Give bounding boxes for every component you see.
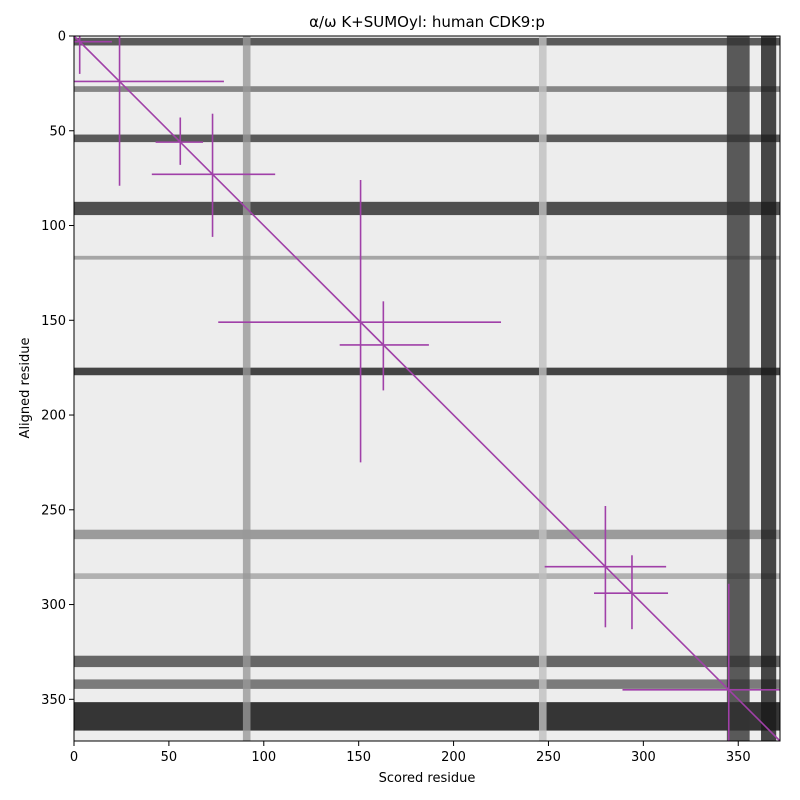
x-tick-label: 350 xyxy=(726,750,751,765)
y-tick-label: 0 xyxy=(58,30,66,45)
x-axis-label: Scored residue xyxy=(379,771,476,786)
heatmap-row-band xyxy=(74,201,780,216)
y-tick-label: 300 xyxy=(41,598,66,613)
x-axis-ticks: 0 50 100 150 200 250 300 350 xyxy=(70,741,751,765)
heatmap-row-band xyxy=(74,529,780,540)
heatmap-row-band xyxy=(74,255,780,260)
y-tick-label: 350 xyxy=(41,693,66,708)
heatmap-column-band xyxy=(761,36,777,741)
x-tick-label: 250 xyxy=(536,750,561,765)
chart-title: α/ω K+SUMOyl: human CDK9:p xyxy=(309,13,545,31)
heatmap-row-band xyxy=(74,37,780,46)
y-axis-ticks: 0 50 100 150 200 250 300 350 xyxy=(41,30,74,708)
y-tick-label: 100 xyxy=(41,219,66,234)
heatmap-column-band xyxy=(538,36,547,741)
y-tick-label: 150 xyxy=(41,314,66,329)
diagonal-and-markers xyxy=(73,35,781,742)
heatmap-row-band xyxy=(74,86,780,92)
heatmap-row-band xyxy=(74,367,780,376)
x-tick-label: 150 xyxy=(346,750,371,765)
x-tick-label: 100 xyxy=(251,750,276,765)
diagonal-line xyxy=(73,35,781,742)
heatmap-row-band xyxy=(74,573,780,579)
y-axis-label: Aligned residue xyxy=(18,338,33,439)
heatmap-column-band xyxy=(726,36,750,741)
y-tick-label: 200 xyxy=(41,409,66,424)
heatmap-column-band xyxy=(242,36,251,741)
y-tick-label: 50 xyxy=(49,124,66,139)
x-tick-label: 300 xyxy=(631,750,656,765)
x-tick-label: 200 xyxy=(441,750,466,765)
heatmap-row-band xyxy=(74,679,780,689)
heatmap-row-band xyxy=(74,702,780,731)
y-tick-label: 250 xyxy=(41,503,66,518)
x-tick-label: 0 xyxy=(70,750,78,765)
x-tick-label: 50 xyxy=(161,750,178,765)
heatmap-column-bands xyxy=(242,36,777,741)
plot-frame xyxy=(73,35,781,742)
heatmap-row-band xyxy=(74,655,780,668)
heatmap-row-band xyxy=(74,134,780,143)
